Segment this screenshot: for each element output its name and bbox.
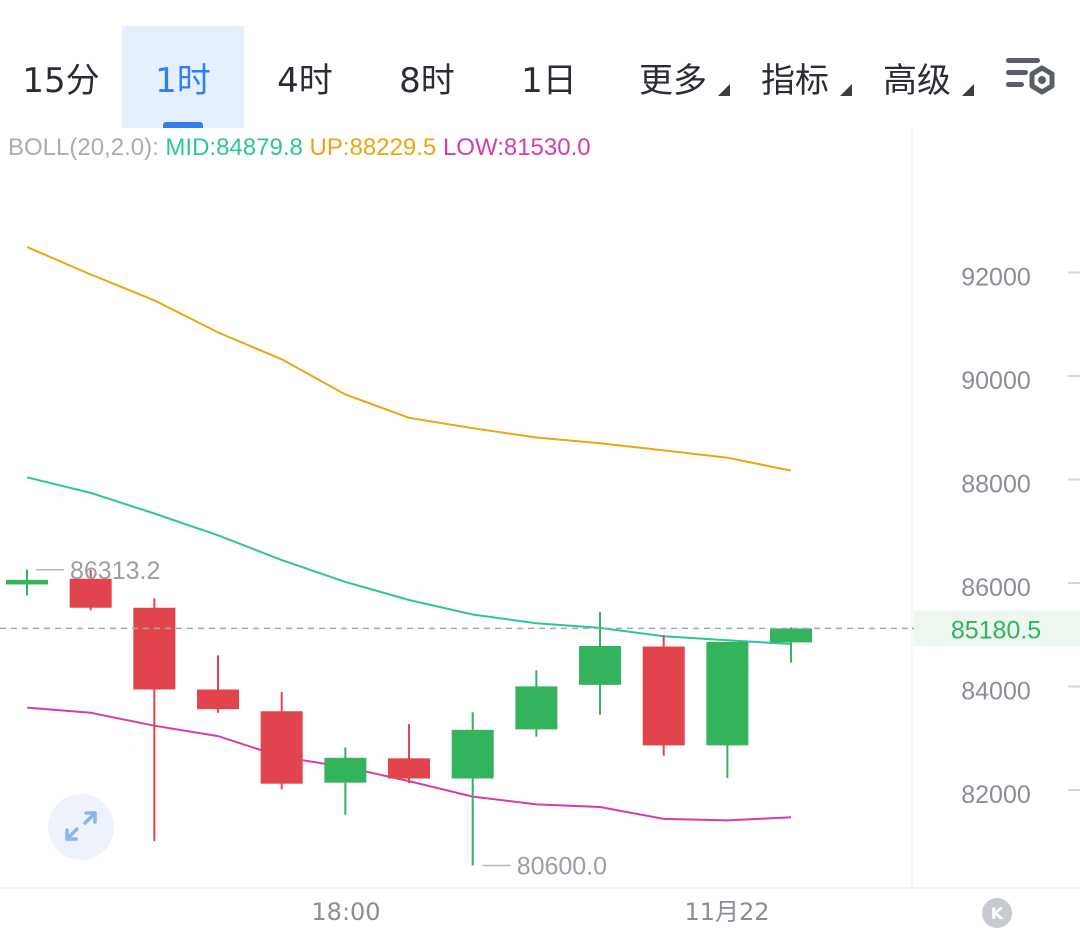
expand-arrows-icon bbox=[65, 811, 97, 841]
candle-body bbox=[451, 729, 494, 779]
boll-up-value: UP:88229.5 bbox=[309, 134, 437, 161]
candle-body bbox=[197, 689, 240, 710]
boll-name: BOLL(20,2.0): bbox=[8, 134, 159, 161]
tab-1d[interactable]: 1日 bbox=[488, 26, 610, 128]
active-tab-indicator bbox=[163, 122, 203, 128]
candle-body bbox=[260, 711, 303, 784]
boll-upper-band bbox=[26, 246, 792, 472]
boll-low-value: LOW:81530.0 bbox=[442, 134, 591, 161]
candle-body bbox=[706, 641, 749, 746]
candle-body bbox=[133, 607, 176, 690]
candle-body bbox=[642, 646, 685, 746]
interval-tab-bar: 15分 1时 4时 8时 1日 更多 指标 高级 bbox=[0, 0, 1080, 128]
boll-mid-value: MID:84879.8 bbox=[165, 134, 303, 161]
current-price-label: 85180.5 bbox=[951, 616, 1041, 644]
k-line-toggle-button[interactable]: K bbox=[982, 898, 1012, 928]
tab-8h[interactable]: 8时 bbox=[366, 26, 488, 128]
y-tick-label: 84000 bbox=[961, 678, 1031, 706]
tab-label: 4时 bbox=[277, 60, 333, 101]
tab-4h[interactable]: 4时 bbox=[244, 26, 366, 128]
tab-indicators-dropdown[interactable]: 指标 bbox=[734, 26, 856, 128]
y-tick-label: 82000 bbox=[961, 781, 1031, 809]
min-price-label: 80600.0 bbox=[517, 852, 607, 880]
k-line-icon: K bbox=[990, 903, 1004, 923]
dropdown-caret-icon bbox=[962, 84, 974, 96]
chart-settings-button[interactable] bbox=[1000, 54, 1060, 104]
tab-label: 高级 bbox=[883, 60, 951, 101]
tab-15m[interactable]: 15分 bbox=[0, 26, 122, 128]
dropdown-caret-icon bbox=[840, 84, 852, 96]
y-tick-label: 92000 bbox=[961, 264, 1031, 292]
candle-body bbox=[770, 628, 813, 643]
y-tick-label: 86000 bbox=[961, 574, 1031, 602]
expand-chart-button[interactable] bbox=[48, 794, 114, 860]
candle-body bbox=[515, 686, 558, 730]
candle-body bbox=[579, 646, 622, 685]
y-tick-label: 88000 bbox=[961, 471, 1031, 499]
tab-1h[interactable]: 1时 bbox=[122, 26, 244, 128]
tab-more-dropdown[interactable]: 更多 bbox=[612, 26, 734, 128]
candle-body bbox=[69, 578, 112, 608]
boll-indicator-legend: BOLL(20,2.0): MID:84879.8 UP:88229.5 LOW… bbox=[8, 134, 591, 162]
tab-label: 8时 bbox=[399, 60, 455, 101]
tab-label: 1日 bbox=[521, 60, 577, 101]
settings-gear-icon bbox=[1006, 58, 1055, 95]
tab-label: 指标 bbox=[761, 60, 829, 101]
dropdown-caret-icon bbox=[718, 84, 730, 96]
y-tick-label: 90000 bbox=[961, 367, 1031, 395]
tab-label: 15分 bbox=[22, 60, 100, 101]
current-price-tag-bg bbox=[914, 610, 1080, 647]
tab-label: 1时 bbox=[155, 60, 211, 101]
candle-body bbox=[388, 758, 431, 779]
candle-body bbox=[6, 579, 48, 585]
tab-label: 更多 bbox=[639, 60, 707, 101]
x-tick-label: 18:00 bbox=[311, 898, 380, 926]
x-tick-label: 11月22 bbox=[684, 898, 769, 926]
max-price-label: 86313.2 bbox=[70, 557, 160, 585]
candle-body bbox=[324, 757, 367, 783]
tab-advanced-dropdown[interactable]: 高级 bbox=[856, 26, 978, 128]
